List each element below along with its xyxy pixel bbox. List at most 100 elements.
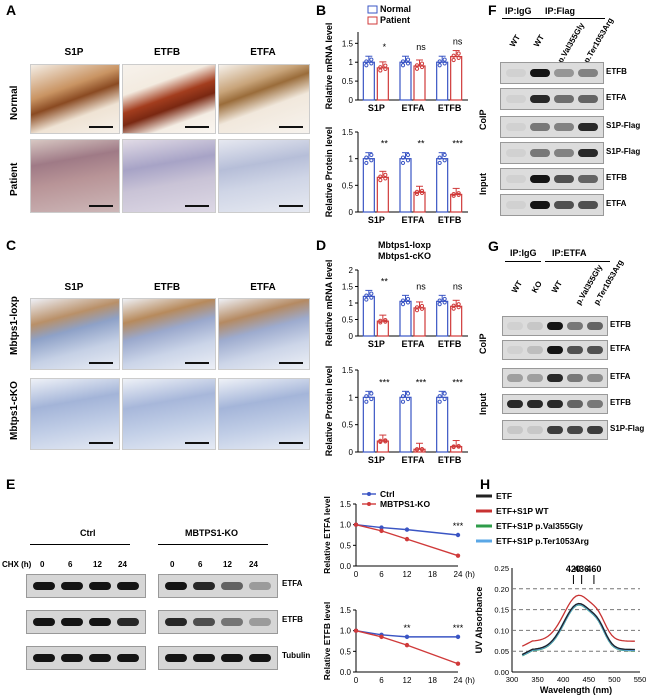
- band-label: ETFB: [610, 398, 631, 407]
- blot-band: [567, 400, 583, 408]
- bar: [362, 61, 375, 101]
- data-point: [442, 61, 447, 66]
- panel-label-h: H: [480, 476, 491, 492]
- ip-etfa: IP:ETFA: [552, 248, 587, 258]
- x-tick-label: 6: [379, 570, 384, 579]
- bar: [436, 61, 449, 101]
- blot-band: [221, 654, 243, 662]
- data-point: [414, 447, 420, 452]
- panel-label-e: E: [6, 476, 16, 492]
- x-tick-label: 24: [454, 676, 463, 685]
- blot-band: [547, 374, 563, 382]
- data-point: [383, 319, 388, 324]
- significance-label: **: [403, 623, 411, 633]
- blot-band: [506, 149, 526, 157]
- y-axis-label: Relative mRNA level: [324, 260, 334, 347]
- y-tick-label: 1.5: [342, 366, 354, 375]
- significance-label: ***: [416, 377, 427, 387]
- y-tick-label: 0: [349, 208, 354, 217]
- band-label: ETFB: [282, 615, 303, 624]
- blot-band: [587, 346, 603, 354]
- series-line: [355, 629, 458, 638]
- panel-label-b: B: [316, 2, 327, 18]
- ihc-loxp-s1p: [30, 298, 120, 370]
- legend-label: Patient: [380, 15, 410, 25]
- scale-bar: [89, 362, 113, 364]
- x-tick-label: 350: [531, 675, 544, 684]
- blot-band: [33, 582, 55, 590]
- y-axis-label: UV Absorbance: [474, 587, 484, 654]
- y-tick-label: 1.5: [340, 606, 352, 615]
- data-point: [456, 51, 461, 56]
- blot-band: [117, 654, 139, 662]
- time-label: 0: [170, 560, 175, 569]
- data-point: [378, 318, 383, 323]
- significance-label: **: [381, 139, 389, 149]
- group-line: [158, 544, 268, 545]
- y-tick-label: 1.0: [340, 521, 352, 530]
- bar: [450, 305, 463, 337]
- blot-band: [567, 322, 583, 330]
- significance-label: ***: [452, 139, 463, 149]
- significance-label: ns: [453, 281, 463, 291]
- data-point: [451, 57, 456, 63]
- series-line: [355, 629, 459, 665]
- chart-d-protein: 0 0.5 1 1.5 Relative Protein level S1P *** ETFA…: [324, 366, 468, 465]
- band-label: S1P-Flag: [606, 121, 641, 130]
- col-header-s1p: S1P: [64, 47, 84, 58]
- legend-swatch: [367, 16, 378, 25]
- y-tick-label: 1.5: [342, 283, 354, 292]
- data-point: [442, 57, 447, 62]
- data-point: [405, 57, 411, 62]
- data-point: [369, 158, 374, 163]
- legend-label: Normal: [380, 4, 411, 14]
- x-axis-unit: (h): [465, 676, 475, 685]
- x-tick-label: 450: [583, 675, 596, 684]
- legend-label: Ctrl: [380, 490, 395, 499]
- blot-band: [527, 346, 543, 354]
- category-label: ETFA: [401, 455, 425, 465]
- legend-label: Mbtps1-loxp: [378, 240, 432, 250]
- data-point: [364, 297, 369, 302]
- band-label: ETFA: [282, 579, 303, 588]
- scale-bar: [279, 205, 303, 207]
- data-point: [383, 172, 388, 178]
- y-tick-label: 0.5: [340, 647, 352, 656]
- category-label: ETFB: [438, 455, 462, 465]
- lane-label: WT: [510, 279, 525, 295]
- legend-swatch: [367, 5, 378, 14]
- data-point: [364, 155, 369, 160]
- blot-band: [165, 618, 187, 626]
- y-tick-label: 1: [349, 58, 354, 67]
- panel-label-f: F: [488, 2, 497, 18]
- legend-label: ETF+S1P p.Val355Gly: [496, 521, 583, 531]
- blot-band: [530, 149, 550, 157]
- panel-label-a: A: [6, 2, 17, 18]
- series-line: [355, 523, 459, 557]
- band-label: ETFA: [606, 199, 627, 208]
- blot-band: [61, 654, 83, 662]
- data-point: [456, 192, 461, 198]
- input-label: Input: [478, 173, 488, 195]
- band-label: ETFA: [606, 93, 627, 102]
- y-axis-label: Relative Protein level: [324, 366, 334, 457]
- data-point: [455, 634, 461, 640]
- group-ctrl: Ctrl: [80, 528, 96, 538]
- scale-bar: [185, 205, 209, 207]
- y-tick-label: 0.5: [342, 421, 354, 430]
- bar: [399, 396, 412, 453]
- blot-band: [165, 582, 187, 590]
- category-label: ETFB: [438, 339, 462, 349]
- y-tick-label: 1: [349, 393, 354, 402]
- bar: [399, 158, 412, 213]
- blot-band: [567, 346, 583, 354]
- data-point: [383, 63, 388, 68]
- bar: [450, 55, 463, 101]
- x-tick-label: 400: [557, 675, 570, 684]
- scale-bar: [279, 126, 303, 128]
- ihc-cko-etfa: [218, 378, 310, 450]
- y-tick-label: 0.5: [342, 316, 354, 325]
- ip-flag: IP:Flag: [545, 6, 576, 16]
- y-tick-label: 0.10: [494, 626, 509, 635]
- y-tick-label: 0.5: [342, 181, 354, 190]
